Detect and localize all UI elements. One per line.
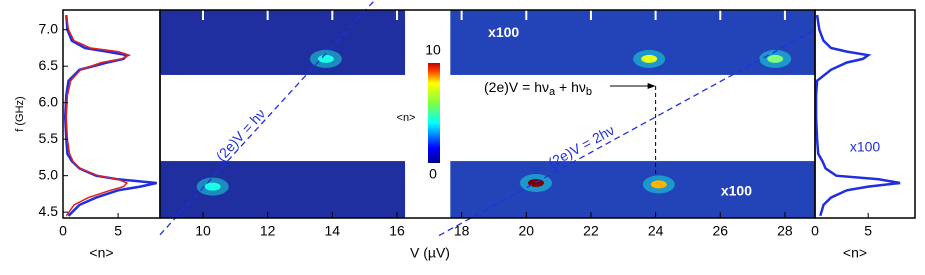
hotspot <box>317 54 334 63</box>
x-axis-label: <n> <box>89 245 113 261</box>
colorbar-tick-label: 10 <box>425 42 441 58</box>
colorbar-tick-label: 0 <box>429 166 437 182</box>
y-tick-label: 4.5 <box>39 203 59 219</box>
annotation: x100 <box>721 182 752 198</box>
x-tick-label: 14 <box>325 223 341 239</box>
hotspot <box>641 54 658 63</box>
y-tick-label: 5.5 <box>39 130 59 146</box>
y-tick-label: 5.0 <box>39 166 59 182</box>
x-tick-label: 26 <box>712 223 728 239</box>
x-tick-label: 20 <box>519 223 535 239</box>
colorbar-label: <n> <box>397 112 416 124</box>
sum-label-part: (2e)V = hν <box>484 79 549 95</box>
reference-label: (2e)V = hν <box>213 106 269 165</box>
measured-region <box>160 10 406 75</box>
measured-region <box>450 10 815 75</box>
profile-line <box>814 14 901 217</box>
measured-region <box>450 161 815 218</box>
panel-frame <box>814 9 916 219</box>
reference-line <box>159 0 375 236</box>
profile-line <box>65 14 132 217</box>
sum-label: (2e)V = hνa + hνb <box>484 79 592 98</box>
x-tick-label: 0 <box>59 223 67 239</box>
y-axis-label: f (GHz) <box>14 96 26 131</box>
y-tick-label: 6.5 <box>39 57 59 73</box>
x-axis-label: V (µV) <box>410 245 450 261</box>
panel-frame <box>62 9 161 219</box>
hotspot <box>650 180 667 189</box>
sum-label-part: a <box>549 86 556 98</box>
x-tick-label: 10 <box>195 223 211 239</box>
y-tick-label: 6.0 <box>39 93 59 109</box>
colorbar <box>428 63 440 163</box>
x-tick-label: 5 <box>864 223 872 239</box>
profile-line <box>63 15 157 217</box>
panel-note: x100 <box>850 139 881 155</box>
sum-label-part: b <box>586 86 592 98</box>
measured-region <box>160 161 406 218</box>
x-tick-label: 12 <box>260 223 276 239</box>
hotspot <box>204 182 221 191</box>
x-tick-label: 24 <box>648 223 664 239</box>
x-axis-label: <n> <box>843 245 867 261</box>
x-tick-label: 0 <box>811 223 819 239</box>
x-tick-label: 28 <box>777 223 793 239</box>
hotspot <box>767 54 784 63</box>
sum-label-part: + hν <box>555 79 586 95</box>
arrow-head <box>647 83 656 89</box>
x-tick-label: 16 <box>389 223 405 239</box>
x-tick-label: 22 <box>583 223 599 239</box>
reference-line <box>438 29 816 237</box>
annotation: x100 <box>488 24 519 40</box>
x-tick-label: 5 <box>114 223 122 239</box>
x-tick-label: 18 <box>454 223 470 239</box>
y-tick-label: 7.0 <box>39 20 59 36</box>
